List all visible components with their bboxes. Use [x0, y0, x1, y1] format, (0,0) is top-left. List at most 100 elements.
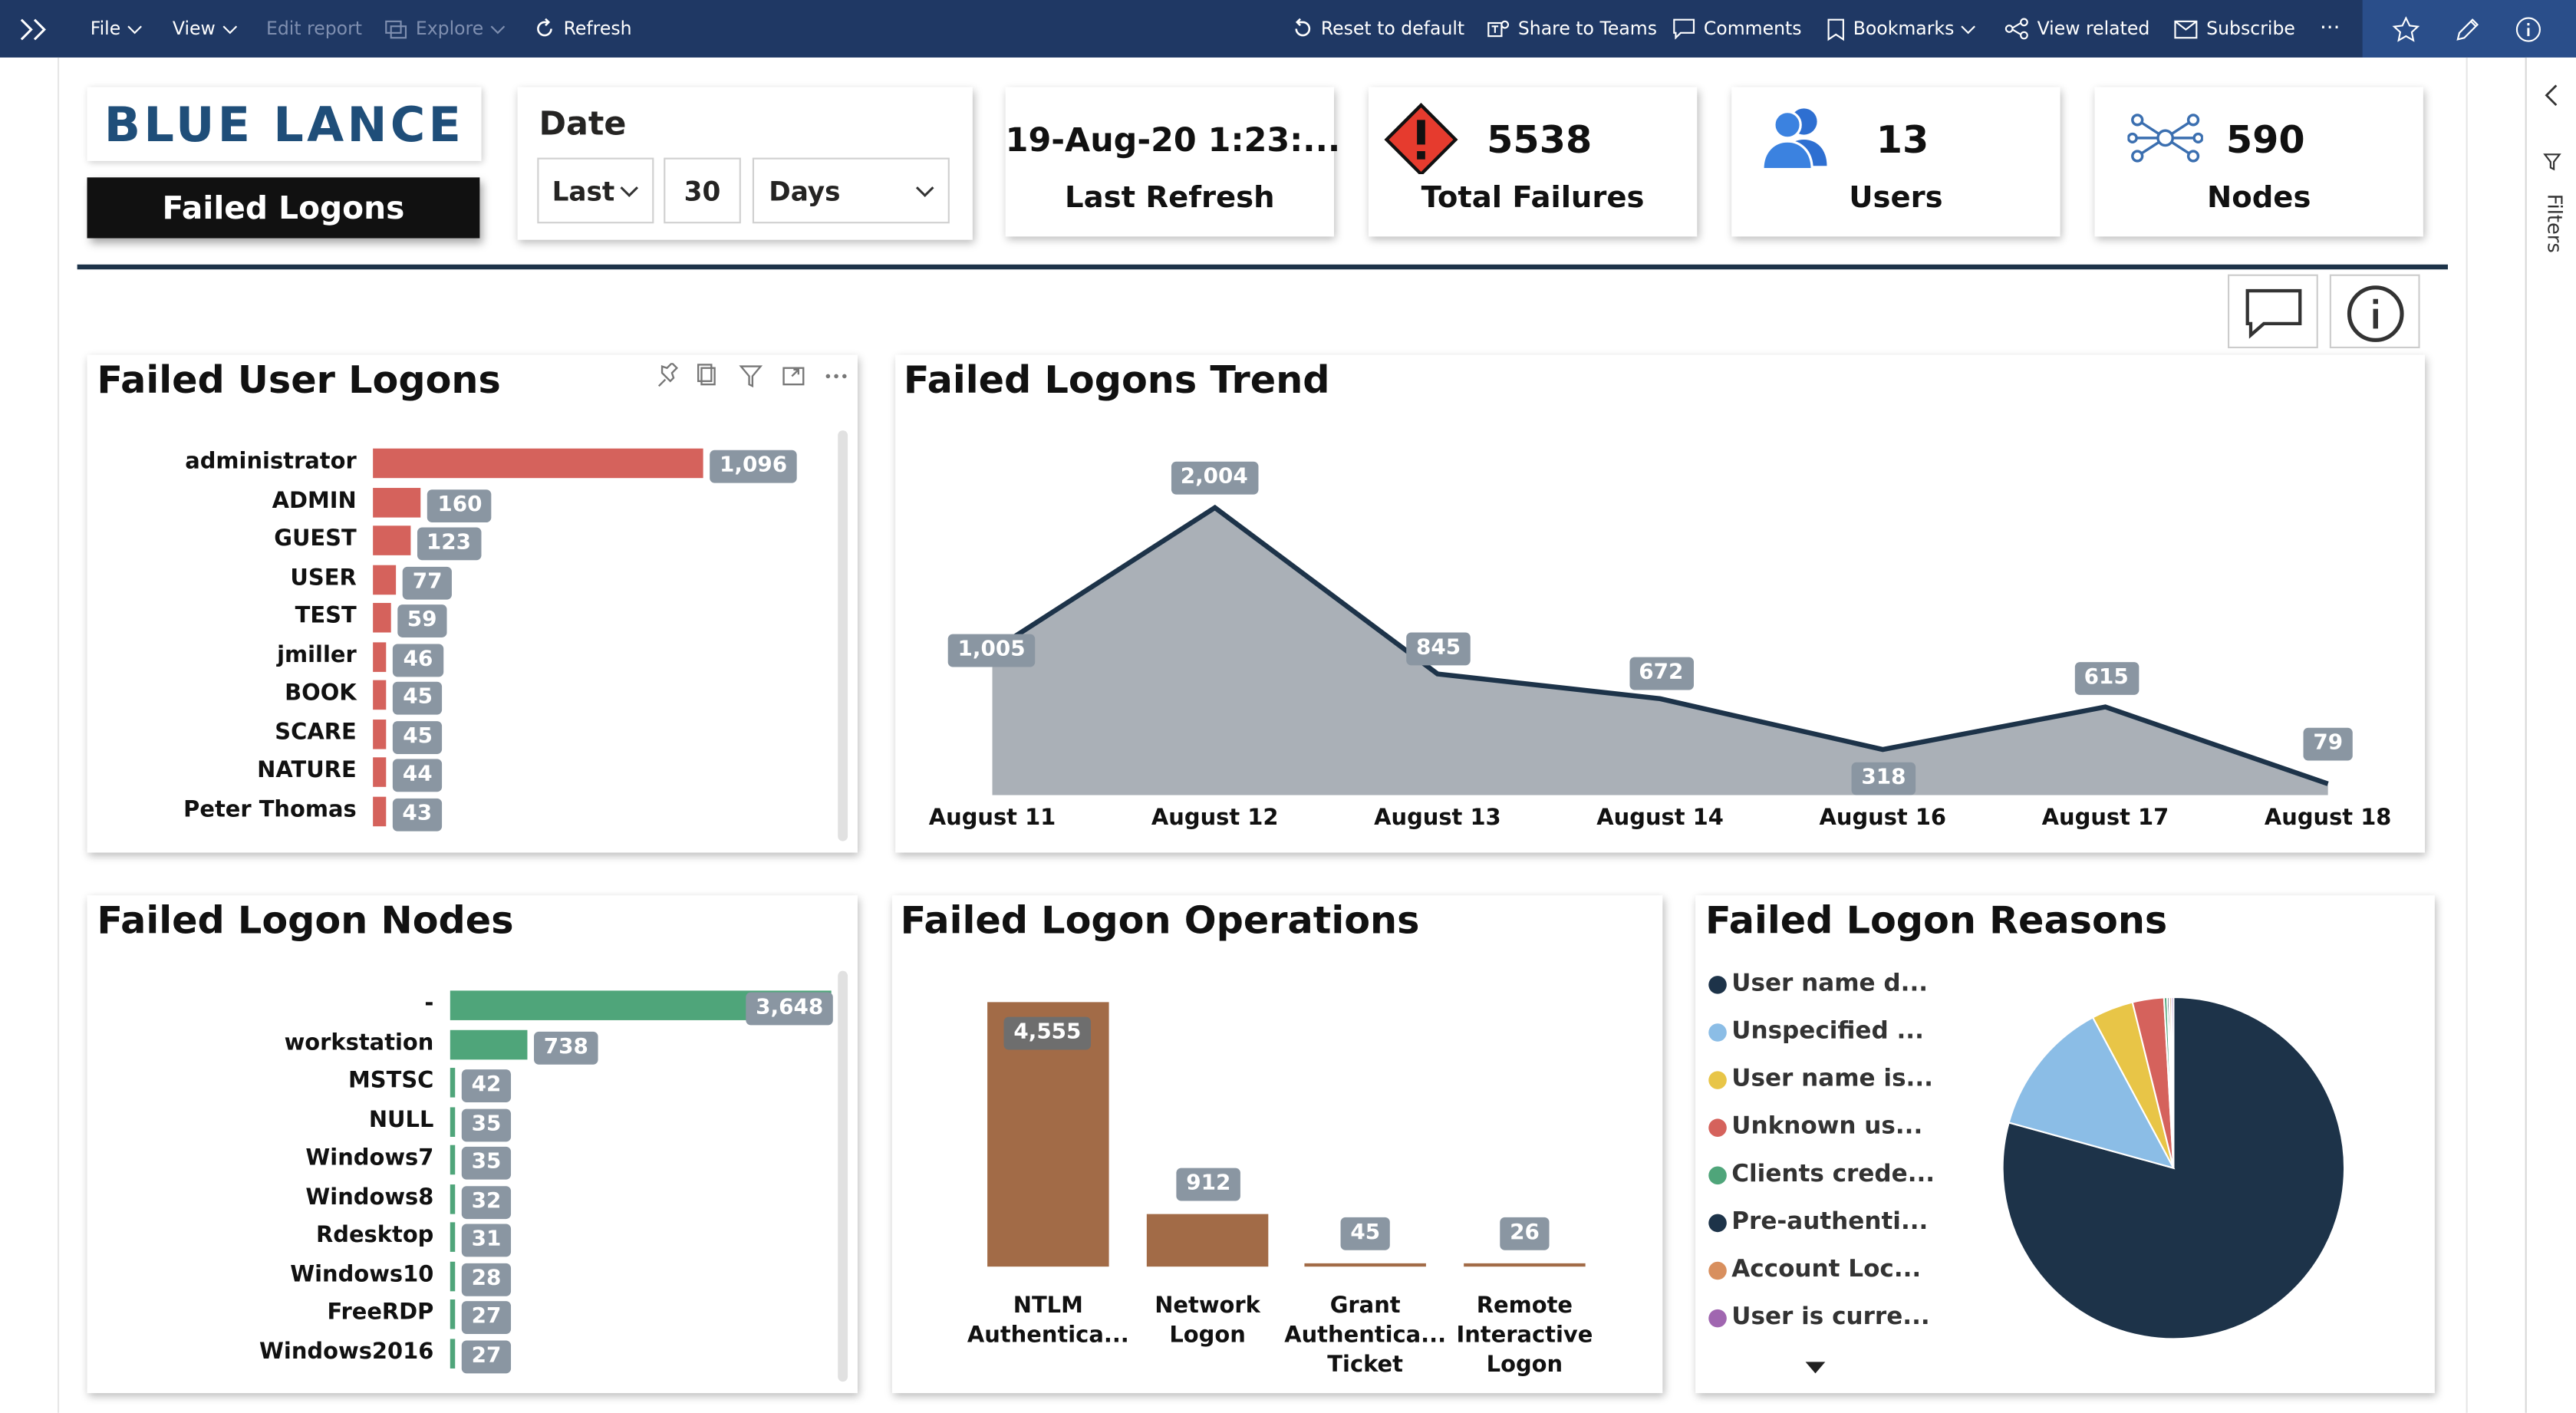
mail-icon	[2174, 19, 2198, 38]
legend-item[interactable]: Clients crede...	[1708, 1160, 1935, 1190]
edit-report-button[interactable]: Edit report	[266, 0, 362, 58]
legend-item[interactable]: User is curre...	[1708, 1303, 1930, 1332]
trend-x-label: August 17	[2041, 805, 2169, 832]
related-icon	[2004, 18, 2028, 40]
info-visual-button[interactable]	[2329, 274, 2420, 349]
reset-default-label: Reset to default	[1320, 18, 1465, 40]
bar[interactable]	[450, 1184, 456, 1214]
users-label: Users	[1849, 180, 1943, 216]
chevron-left-icon[interactable]	[2543, 84, 2559, 107]
legend-item[interactable]: Pre-authenti...	[1708, 1207, 1928, 1237]
legend-label: Unknown us...	[1731, 1114, 1923, 1141]
bar-data-label: 35	[461, 1108, 512, 1141]
column-bar[interactable]	[1464, 1263, 1586, 1267]
legend-scroll-down-icon[interactable]	[1804, 1360, 1827, 1375]
legend-item[interactable]: Unknown us...	[1708, 1112, 1922, 1142]
favorite-button[interactable]	[2392, 0, 2428, 58]
network-nodes-icon	[2127, 114, 2203, 163]
date-count-input[interactable]: 30	[664, 157, 741, 224]
legend-color-dot	[1708, 1023, 1727, 1041]
bar[interactable]	[373, 564, 397, 595]
legend-label: User is curre...	[1731, 1304, 1930, 1331]
bar[interactable]	[373, 680, 387, 710]
bar-data-label: 46	[393, 643, 443, 677]
legend-item[interactable]: Account Loc...	[1708, 1255, 1921, 1285]
failed-user-logons-card[interactable]: Failed User Logons	[87, 354, 858, 853]
trend-data-label: 79	[2303, 727, 2353, 761]
bar-data-label: 160	[427, 489, 492, 522]
legend-item[interactable]: Unspecified ...	[1708, 1017, 1924, 1047]
bar[interactable]	[450, 1299, 456, 1329]
bar-category-label: Windows10	[290, 1260, 434, 1287]
bar-data-label: 45	[393, 720, 443, 753]
scrollbar[interactable]	[838, 970, 848, 1382]
bar-category-label: workstation	[284, 1029, 434, 1056]
bar[interactable]	[373, 525, 410, 555]
bar-category-label: TEST	[295, 602, 357, 630]
file-menu[interactable]: File	[91, 0, 152, 58]
bar-category-label: -	[424, 990, 434, 1017]
bar[interactable]	[373, 448, 703, 479]
trend-data-label: 318	[1851, 762, 1916, 796]
teams-icon	[1487, 20, 1510, 38]
edit-button[interactable]	[2455, 0, 2489, 58]
refresh-button[interactable]: Refresh	[534, 0, 632, 58]
column-category-label: Ticket	[1327, 1352, 1403, 1378]
info-button[interactable]	[2515, 0, 2550, 58]
bar[interactable]	[450, 1222, 456, 1252]
bar[interactable]	[450, 1145, 456, 1175]
pie-slice[interactable]	[2008, 1016, 2176, 1170]
failed-logon-reasons-pie	[2001, 996, 2346, 1340]
bar[interactable]	[450, 1106, 456, 1136]
scrollbar[interactable]	[838, 430, 848, 842]
bar-data-label: 1,096	[710, 450, 797, 483]
subscribe-button[interactable]: Subscribe	[2173, 0, 2295, 58]
column-bar[interactable]	[1146, 1214, 1269, 1267]
bar-data-label: 43	[392, 797, 443, 831]
comments-button[interactable]: Comments	[1672, 0, 1802, 58]
filters-pane-collapsed[interactable]	[2525, 57, 2576, 1413]
column-bar[interactable]	[1304, 1263, 1426, 1267]
pie-slice[interactable]	[2170, 996, 2175, 1168]
more-options-label: ···	[2319, 16, 2340, 41]
bar-category-label: BOOK	[285, 680, 357, 706]
view-menu-label: View	[172, 18, 216, 40]
bar-category-label: administrator	[185, 448, 357, 475]
date-slicer-label: Date	[539, 103, 627, 143]
legend-item[interactable]: User name is...	[1708, 1065, 1933, 1095]
bar[interactable]	[450, 1068, 456, 1098]
view-related-button[interactable]: View related	[2004, 0, 2149, 58]
column-category-label: Remote	[1476, 1293, 1573, 1319]
total-failures-value: 5538	[1487, 120, 1593, 163]
bar[interactable]	[373, 718, 387, 749]
bar[interactable]	[373, 641, 387, 671]
bookmarks-menu[interactable]: Bookmarks	[1827, 0, 1985, 58]
date-unit-select[interactable]: Days	[752, 157, 950, 224]
filter-icon	[2543, 153, 2561, 171]
share-teams-button[interactable]: Share to Teams	[1487, 0, 1657, 58]
bar[interactable]	[373, 602, 391, 633]
bar[interactable]	[450, 1029, 528, 1059]
bar[interactable]	[373, 795, 387, 826]
filters-label[interactable]: Filters	[2543, 193, 2567, 253]
explore-menu[interactable]: Explore	[384, 0, 515, 58]
expand-nav-icon[interactable]	[16, 0, 61, 58]
bookmarks-label: Bookmarks	[1853, 18, 1955, 40]
report-title: Failed Logons	[162, 189, 405, 226]
bar[interactable]	[450, 1338, 456, 1368]
view-menu[interactable]: View	[173, 0, 247, 58]
bar[interactable]	[373, 486, 421, 517]
legend-item[interactable]: User name d...	[1708, 970, 1928, 1000]
failed-user-logons-title: Failed User Logons	[97, 360, 501, 403]
bar[interactable]	[373, 757, 387, 787]
pie-slice[interactable]	[2001, 996, 2346, 1340]
more-options-button[interactable]: ···	[2320, 0, 2340, 58]
bar-category-label: USER	[290, 564, 357, 591]
bar[interactable]	[450, 1260, 456, 1291]
chevron-down-icon	[222, 25, 238, 34]
comment-visual-button[interactable]	[2228, 274, 2318, 349]
date-mode-value: Last	[552, 175, 615, 206]
date-mode-select[interactable]: Last	[537, 157, 654, 224]
warning-icon	[1384, 103, 1458, 175]
reset-default-button[interactable]: Reset to default	[1291, 0, 1464, 58]
